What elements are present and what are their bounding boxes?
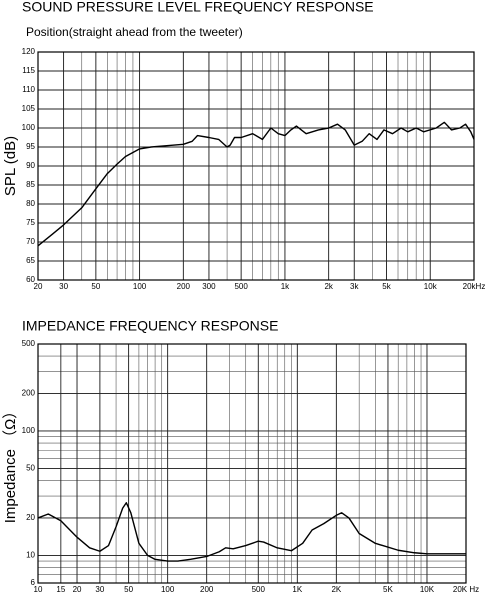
x-tick-label: 300 (202, 282, 216, 291)
x-tick-label: 1K (292, 585, 302, 594)
response-curve (37, 121, 475, 247)
x-tick-label: 100 (161, 585, 175, 594)
y-tick-label: 120 (22, 47, 36, 56)
x-tick-label: 2K (331, 585, 341, 594)
y-axis-label: SPL (dB) (2, 136, 19, 196)
y-tick-label: 75 (26, 218, 35, 227)
y-tick-label: 10 (26, 551, 35, 560)
y-tick-label: 50 (26, 464, 35, 473)
x-tick-label: 200 (200, 585, 214, 594)
response-curve (37, 502, 466, 562)
x-tick-label: 100 (133, 282, 147, 291)
chart-title: IMPEDANCE FREQUENCY RESPONSE (22, 318, 278, 334)
x-tick-label: 20 (73, 585, 82, 594)
x-tick-label: 500 (252, 585, 266, 594)
x-tick-label: 10k (424, 282, 438, 291)
y-tick-label: 60 (26, 275, 35, 284)
y-tick-label: 90 (26, 161, 35, 170)
y-axis-label: Impedance （Ω） (2, 404, 19, 524)
y-tick-label: 115 (22, 66, 35, 75)
x-tick-label: 5k (382, 282, 391, 291)
y-tick-label: 85 (26, 180, 35, 189)
x-tick-label: 5K (383, 585, 393, 594)
x-tick-label: 15 (56, 585, 65, 594)
plot-frame (37, 51, 475, 281)
y-tick-label: 100 (22, 123, 36, 132)
x-tick-label: 2k (324, 282, 333, 291)
x-tick-label: 20 (34, 282, 43, 291)
y-tick-label: 6 (31, 578, 36, 587)
y-tick-label: 95 (26, 142, 35, 151)
x-tick-label: 30 (95, 585, 104, 594)
y-tick-label: 100 (22, 426, 36, 435)
x-tick-label: 20K Hz (453, 585, 479, 594)
x-tick-label: 1k (281, 282, 290, 291)
chart-subtitle: Position(straight ahead from the tweeter… (26, 25, 243, 39)
y-tick-label: 20 (26, 513, 35, 522)
y-tick-label: 70 (26, 237, 35, 246)
x-tick-label: 30 (59, 282, 68, 291)
y-tick-label: 80 (26, 199, 35, 208)
y-tick-label: 105 (22, 104, 36, 113)
x-tick-label: 10 (34, 585, 43, 594)
y-tick-label: 65 (26, 256, 35, 265)
chart-title: SOUND PRESSURE LEVEL FREQUENCY RESPONSE (22, 0, 374, 15)
x-tick-label: 10K (420, 585, 435, 594)
x-tick-label: 20kHz (463, 282, 485, 291)
x-tick-label: 500 (234, 282, 248, 291)
y-tick-label: 500 (22, 339, 36, 348)
plot-frame (37, 343, 467, 584)
y-tick-label: 200 (22, 389, 36, 398)
x-tick-label: 50 (124, 585, 133, 594)
x-tick-label: 50 (91, 282, 100, 291)
x-tick-label: 3k (350, 282, 359, 291)
y-tick-label: 110 (22, 85, 35, 94)
x-tick-label: 200 (177, 282, 191, 291)
